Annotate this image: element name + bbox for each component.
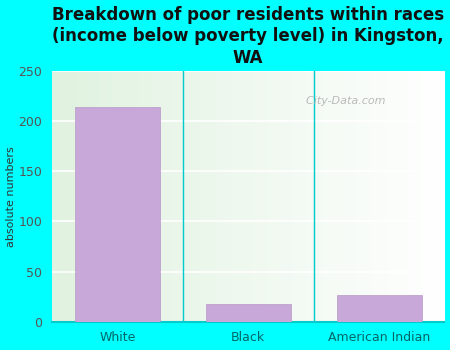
Bar [337,295,422,322]
Bar [75,107,160,322]
Text: City-Data.com: City-Data.com [299,96,386,106]
Y-axis label: absolute numbers: absolute numbers [5,146,16,247]
Bar [206,304,291,322]
Title: Breakdown of poor residents within races
(income below poverty level) in Kingsto: Breakdown of poor residents within races… [52,6,444,66]
